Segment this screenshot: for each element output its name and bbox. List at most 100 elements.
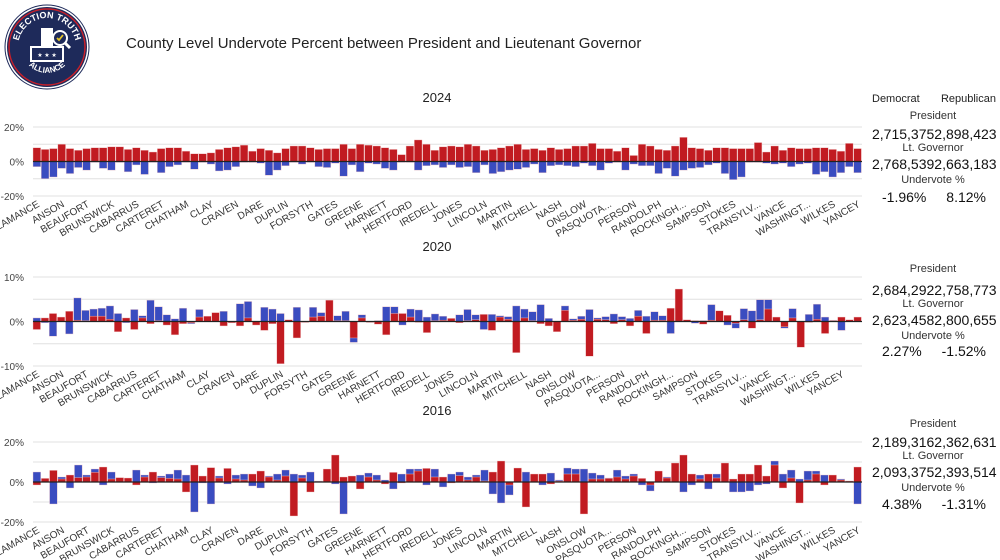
bar-republican bbox=[521, 481, 530, 508]
undervote-dem: -1.96% bbox=[882, 189, 927, 205]
chart-title-2020: 2020 bbox=[422, 239, 452, 254]
bar-republican bbox=[281, 475, 290, 483]
bar-democrat bbox=[256, 481, 265, 489]
bar-democrat bbox=[132, 469, 141, 483]
bar-republican bbox=[248, 473, 257, 483]
bar-republican bbox=[99, 466, 108, 483]
bar-republican bbox=[414, 470, 423, 483]
ltgov-dem: 2,093,375 bbox=[872, 464, 935, 480]
bar-republican bbox=[182, 481, 191, 493]
ltgov-label: Lt. Governor bbox=[902, 450, 964, 462]
ltgov-dem: 2,623,458 bbox=[872, 312, 935, 328]
legend-democrat: Democrat bbox=[872, 93, 920, 105]
bar-republican bbox=[795, 481, 804, 504]
bar-republican bbox=[339, 476, 348, 483]
bar-democrat bbox=[32, 471, 41, 483]
bar-democrat bbox=[182, 474, 191, 483]
bar-democrat bbox=[488, 481, 497, 495]
bar-democrat bbox=[480, 469, 489, 483]
bar-republican bbox=[488, 471, 497, 483]
bar-republican bbox=[497, 460, 506, 483]
y-tick-label: 20% bbox=[4, 123, 24, 134]
bar-republican bbox=[513, 467, 522, 483]
bar-republican bbox=[563, 473, 572, 483]
bar-republican bbox=[538, 473, 547, 483]
bar-republican bbox=[90, 472, 99, 483]
bar-democrat bbox=[745, 481, 754, 492]
president-dem: 2,715,375 bbox=[872, 126, 935, 142]
bar-democrat bbox=[679, 481, 688, 493]
y-tick-label: -10% bbox=[1, 362, 24, 373]
bar-democrat bbox=[704, 481, 713, 490]
bar-democrat bbox=[497, 481, 506, 504]
bar-democrat bbox=[853, 481, 862, 505]
bar-democrat bbox=[729, 481, 738, 493]
bar-republican bbox=[439, 476, 448, 483]
bar-republican bbox=[65, 474, 75, 483]
president-label: President bbox=[909, 418, 957, 430]
bar-democrat bbox=[65, 481, 75, 489]
y-tick-label: -20% bbox=[1, 192, 24, 203]
y-tick-label: 20% bbox=[4, 438, 24, 449]
bar-republican bbox=[198, 475, 207, 483]
bar-republican bbox=[754, 464, 763, 483]
bar-republican bbox=[671, 462, 680, 483]
ltgov-rep: 2,663,183 bbox=[934, 156, 997, 172]
bar-democrat bbox=[521, 471, 530, 483]
bar-republican bbox=[306, 481, 315, 493]
bar-republican bbox=[472, 476, 481, 483]
president-rep: 2,758,773 bbox=[934, 282, 997, 298]
president-rep: 2,898,423 bbox=[934, 126, 997, 142]
bar-democrat bbox=[339, 481, 348, 515]
bar-republican bbox=[206, 467, 215, 483]
summary-2016: President 2,189,316 2,362,631 Lt. Governo… bbox=[866, 418, 1000, 512]
bar-republican bbox=[223, 468, 232, 483]
bar-republican bbox=[264, 476, 274, 483]
undervote-dem: 4.38% bbox=[882, 496, 922, 512]
ltgov-rep: 2,393,514 bbox=[934, 464, 997, 480]
bar-democrat bbox=[579, 468, 589, 483]
bar-republican bbox=[115, 477, 124, 483]
bar-republican bbox=[74, 477, 83, 483]
bar-republican bbox=[853, 466, 862, 483]
bar-republican bbox=[745, 473, 754, 483]
undervote-label: Undervote % bbox=[901, 174, 965, 186]
bar-republican bbox=[770, 464, 779, 483]
bar-democrat bbox=[820, 474, 829, 483]
bar-republican bbox=[687, 473, 696, 483]
undervote-rep: -1.31% bbox=[941, 496, 986, 512]
bar-republican bbox=[322, 468, 332, 483]
bar-republican bbox=[720, 462, 729, 483]
undervote-label: Undervote % bbox=[901, 330, 965, 342]
bar-republican bbox=[364, 476, 373, 483]
president-dem: 2,189,316 bbox=[872, 434, 935, 450]
president-rep: 2,362,631 bbox=[934, 434, 997, 450]
bar-republican bbox=[190, 464, 199, 483]
bar-democrat bbox=[737, 481, 746, 493]
bar-democrat bbox=[546, 472, 555, 483]
bar-republican bbox=[571, 473, 580, 483]
president-label: President bbox=[909, 110, 957, 122]
ltgov-rep: 2,800,655 bbox=[934, 312, 997, 328]
bar-democrat bbox=[306, 471, 315, 483]
y-tick-label: 0% bbox=[10, 158, 25, 169]
legend: Democrat Republican bbox=[872, 93, 996, 105]
bar-republican bbox=[679, 454, 688, 483]
undervote-rep: 8.12% bbox=[946, 189, 986, 205]
bar-republican bbox=[778, 481, 787, 489]
bar-republican bbox=[762, 475, 771, 483]
chart-title-2016: 2016 bbox=[422, 403, 452, 418]
president-dem: 2,684,292 bbox=[872, 282, 935, 298]
bar-republican bbox=[613, 476, 622, 483]
bar-democrat bbox=[356, 474, 365, 483]
bar-democrat bbox=[778, 473, 787, 483]
bar-republican bbox=[157, 477, 166, 483]
bar-republican bbox=[289, 481, 298, 517]
bar-republican bbox=[148, 471, 157, 483]
bar-democrat bbox=[289, 473, 298, 483]
y-tick-label: 10% bbox=[4, 273, 24, 284]
undervote-dem: 2.27% bbox=[882, 343, 922, 359]
ltgov-label: Lt. Governor bbox=[902, 298, 964, 310]
y-tick-label: 0% bbox=[10, 478, 25, 489]
